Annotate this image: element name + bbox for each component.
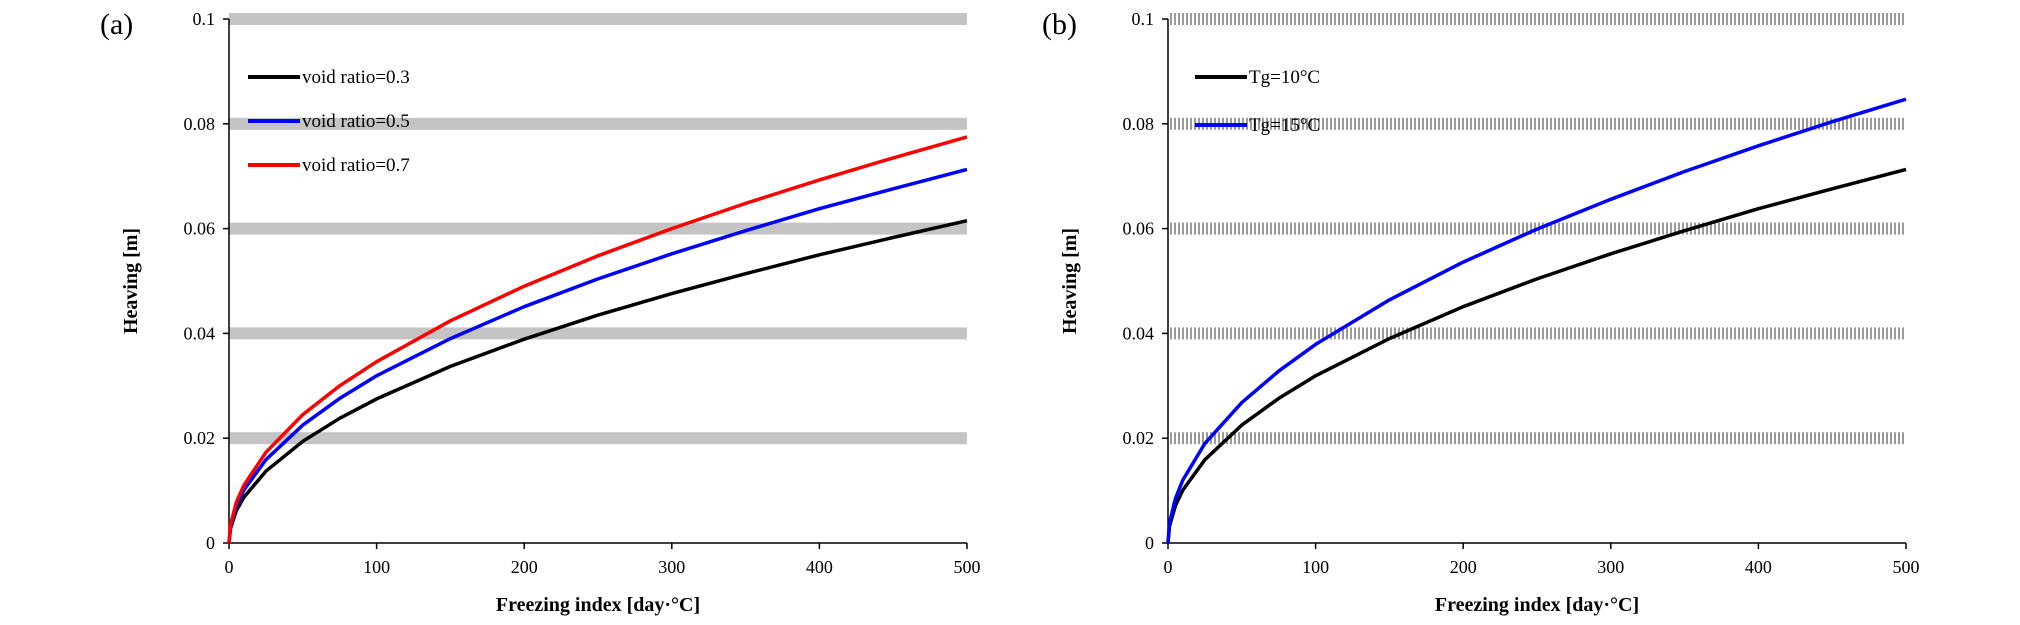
gridline xyxy=(229,13,967,25)
x-tick-label: 500 xyxy=(954,557,981,577)
series-line xyxy=(227,135,968,544)
x-axis-title: Freezing index [day·°C] xyxy=(496,594,700,616)
x-tick-label: 300 xyxy=(1597,557,1624,577)
y-tick-label: 0.1 xyxy=(193,9,216,29)
chart-panel-a: (a) 0 0.02 0.04 0.06 0.08 0.1 0 100 200 300 400 500… xyxy=(100,8,981,616)
y-tick-label: 0.08 xyxy=(184,114,216,134)
chart-svg: 0 0.02 0.04 0.06 0.08 0.1 0 100 200 300 400 500 Free… xyxy=(120,9,981,616)
y-tick-label: 0.04 xyxy=(184,323,216,343)
x-axis-title: Freezing index [day·°C] xyxy=(1435,594,1639,616)
panel-label: (b) xyxy=(1042,8,1077,41)
series-line xyxy=(227,218,968,544)
series-line xyxy=(1166,167,1907,544)
x-tick-label: 100 xyxy=(363,557,390,577)
legend-label: void ratio=0.7 xyxy=(302,155,410,176)
legend-label: Tg=15°C xyxy=(1249,115,1320,136)
gridline xyxy=(1168,432,1906,445)
y-axis-title: Heaving [m] xyxy=(120,228,142,334)
x-tick-label: 500 xyxy=(1893,557,1920,577)
chart-svg: 0 0.02 0.04 0.06 0.08 0.1 0 100 200 300 400 500 Free… xyxy=(1059,9,1920,616)
gridline xyxy=(229,327,967,340)
legend-label: Tg=10°C xyxy=(1249,67,1320,88)
y-tick-label: 0.06 xyxy=(1123,219,1155,239)
legend-label: void ratio=0.5 xyxy=(302,111,410,132)
gridline xyxy=(1168,327,1906,340)
chart-panel-b: (b) 0 0.02 0.04 0.06 0.08 0.1 0 100 200 300 400 500… xyxy=(1010,0,2020,625)
x-tick-label: 200 xyxy=(511,557,538,577)
y-tick-label: 0.04 xyxy=(1123,323,1155,343)
gridline xyxy=(1168,13,1906,25)
y-tick-label: 0.06 xyxy=(184,219,216,239)
x-tick-label: 400 xyxy=(1745,557,1772,577)
y-tick-label: 0.1 xyxy=(1132,9,1155,29)
gridline xyxy=(229,432,967,445)
y-tick-label: 0 xyxy=(206,533,215,553)
y-tick-label: 0.02 xyxy=(1123,428,1155,448)
gridline xyxy=(229,117,967,130)
y-axis-title: Heaving [m] xyxy=(1059,228,1081,334)
x-tick-label: 300 xyxy=(658,557,685,577)
panel-label: (a) xyxy=(100,8,134,41)
y-tick-label: 0 xyxy=(1145,533,1154,553)
gridline xyxy=(1168,117,1906,130)
x-tick-label: 400 xyxy=(806,557,833,577)
gridline xyxy=(229,222,967,235)
y-tick-label: 0.08 xyxy=(1123,114,1155,134)
x-tick-label: 100 xyxy=(1302,557,1329,577)
x-tick-label: 200 xyxy=(1450,557,1477,577)
y-tick-label: 0.02 xyxy=(184,428,216,448)
series-line xyxy=(1166,97,1907,544)
x-tick-label: 0 xyxy=(225,557,234,577)
x-tick-label: 0 xyxy=(1164,557,1173,577)
legend-label: void ratio=0.3 xyxy=(302,67,410,88)
